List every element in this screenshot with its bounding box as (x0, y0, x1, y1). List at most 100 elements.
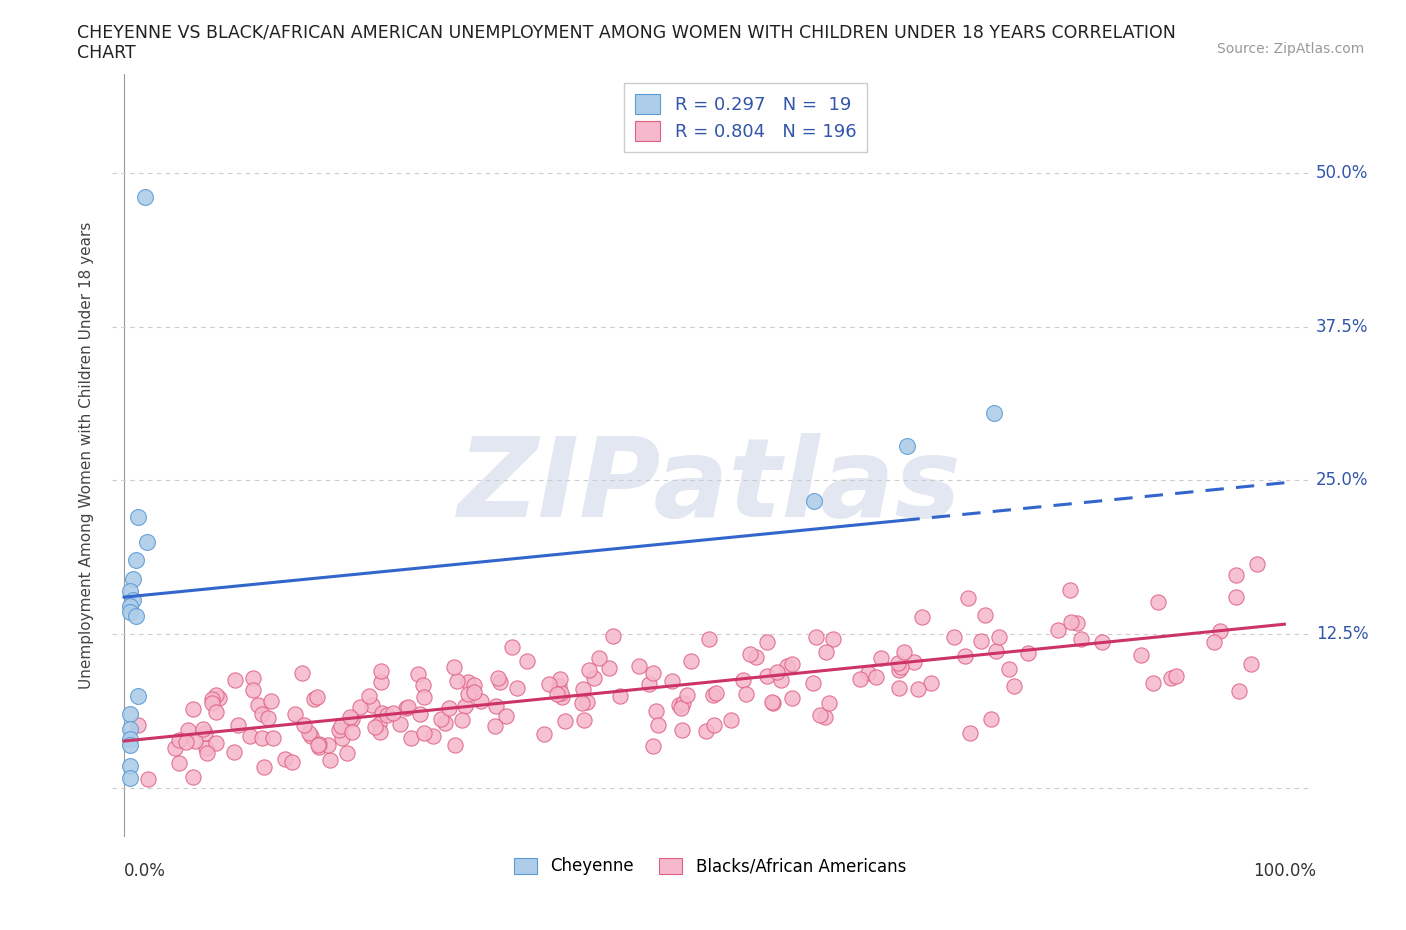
Point (681, 653, 703, 668)
Point (907, 682, 929, 697)
Point (205, 704, 228, 719)
Text: 25.0%: 25.0% (1316, 472, 1368, 489)
Point (262, 731, 284, 746)
Point (489, 674, 512, 689)
Point (1147, 594, 1170, 609)
Point (193, 722, 215, 737)
Point (340, 712, 363, 727)
Point (803, 676, 825, 691)
Point (702, 687, 724, 702)
Point (782, 691, 804, 706)
Point (122, 592, 145, 607)
Point (371, 706, 394, 721)
Point (869, 650, 891, 665)
Point (181, 702, 204, 717)
Point (205, 687, 228, 702)
Point (395, 700, 418, 715)
Point (486, 671, 509, 685)
Point (984, 644, 1007, 658)
Point (1225, 567, 1247, 582)
Point (252, 730, 274, 745)
Point (330, 731, 353, 746)
Point (575, 694, 598, 709)
Point (177, 723, 200, 737)
Point (328, 723, 350, 737)
Point (339, 710, 361, 724)
Point (703, 718, 725, 733)
Point (408, 666, 430, 681)
Point (463, 678, 485, 693)
Point (163, 741, 186, 756)
Text: 50.0%: 50.0% (1316, 164, 1368, 181)
Point (896, 438, 918, 453)
Point (1091, 634, 1114, 649)
Point (118, 771, 141, 786)
Point (399, 731, 422, 746)
Point (1059, 583, 1081, 598)
Point (823, 631, 845, 646)
Point (1017, 645, 1039, 660)
Point (361, 698, 384, 712)
Point (720, 712, 742, 727)
Point (1160, 671, 1182, 685)
Point (122, 571, 145, 586)
Point (370, 663, 392, 678)
Text: 100.0%: 100.0% (1253, 862, 1316, 880)
Point (890, 659, 912, 674)
Point (450, 712, 472, 727)
Point (443, 660, 465, 675)
Point (329, 719, 352, 734)
Point (437, 701, 460, 716)
Point (755, 669, 778, 684)
Point (550, 685, 572, 700)
Point (430, 711, 453, 726)
Point (661, 673, 683, 688)
Point (887, 656, 910, 671)
Point (858, 665, 880, 680)
Point (547, 679, 569, 694)
Point (697, 632, 720, 647)
Point (676, 688, 699, 703)
Text: 37.5%: 37.5% (1316, 317, 1368, 336)
Point (127, 510, 149, 525)
Point (127, 718, 149, 733)
Point (470, 694, 492, 709)
Point (257, 711, 280, 725)
Point (695, 724, 717, 738)
Point (368, 717, 391, 732)
Point (583, 671, 606, 685)
Point (368, 725, 391, 740)
Point (538, 677, 561, 692)
Point (756, 635, 779, 650)
Point (125, 552, 148, 567)
Point (1240, 657, 1263, 671)
Point (501, 640, 523, 655)
Point (887, 681, 910, 696)
Point (307, 737, 329, 752)
Point (1002, 678, 1025, 693)
Point (118, 758, 141, 773)
Point (463, 684, 485, 699)
Point (627, 658, 650, 673)
Point (849, 671, 872, 686)
Point (388, 717, 411, 732)
Point (920, 676, 942, 691)
Point (974, 607, 997, 622)
Point (988, 630, 1011, 644)
Point (195, 741, 218, 756)
Point (169, 733, 191, 748)
Point (969, 633, 991, 648)
Point (183, 770, 205, 785)
Point (194, 725, 217, 740)
Point (516, 654, 538, 669)
Point (765, 665, 787, 680)
Point (174, 735, 197, 750)
Point (422, 729, 444, 744)
Point (1129, 647, 1152, 662)
Point (644, 703, 666, 718)
Point (609, 688, 631, 703)
Point (533, 726, 555, 741)
Point (551, 689, 574, 704)
Point (118, 731, 141, 746)
Point (274, 752, 297, 767)
